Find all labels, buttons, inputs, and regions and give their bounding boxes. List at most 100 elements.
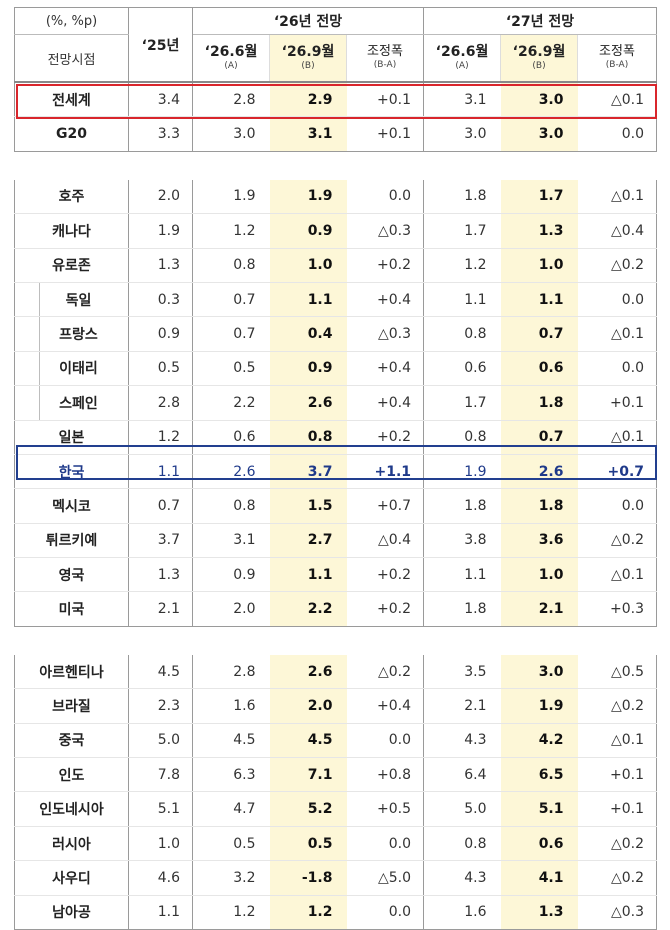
country-name: 일본 xyxy=(14,420,129,455)
value-2026-june: 0.7 xyxy=(192,316,270,352)
value-2027-june: 1.6 xyxy=(423,895,501,930)
value-2025: 3.4 xyxy=(128,82,193,118)
adjustment-2027: △0.1 xyxy=(577,557,657,593)
country-name-text: 이태리 xyxy=(59,361,98,378)
adjustment-2027: △0.2 xyxy=(577,523,657,559)
value-2026-september: 2.6 xyxy=(269,385,347,421)
value-2027-june: 4.3 xyxy=(423,860,501,896)
value-2027-september: 2.6 xyxy=(500,454,578,490)
value-2026-june: 0.8 xyxy=(192,248,270,283)
value-2026-june: 0.8 xyxy=(192,488,270,524)
value-2026-june: 0.7 xyxy=(192,282,270,318)
value-2026-september: 7.1 xyxy=(269,757,347,793)
value-2025: 1.0 xyxy=(128,826,193,862)
table-row: 러시아 1.0 0.5 0.5 0.0 0.8 0.6 △0.2 xyxy=(14,826,657,862)
country-name: 멕시코 xyxy=(14,488,129,524)
value-2025: 0.7 xyxy=(128,488,193,524)
country-name: 스페인 xyxy=(14,385,129,421)
value-2025: 2.8 xyxy=(128,385,193,421)
value-2026-september: 0.4 xyxy=(269,316,347,352)
value-2025: 2.0 xyxy=(128,179,193,215)
value-2026-june: 2.2 xyxy=(192,385,270,421)
value-2026-june: 4.5 xyxy=(192,723,270,759)
country-name: 튀르키예 xyxy=(14,523,129,559)
table-row: 사우디 4.6 3.2 -1.8 △5.0 4.3 4.1 △0.2 xyxy=(14,860,657,896)
forecast-2027-header: ‘27년 전망 xyxy=(423,7,657,35)
value-2027-september: 1.8 xyxy=(500,385,578,421)
table-row: 호주 2.0 1.9 1.9 0.0 1.8 1.7 △0.1 xyxy=(14,179,657,215)
country-name: 인도네시아 xyxy=(14,791,129,827)
adjustment-2027: △0.2 xyxy=(577,860,657,896)
value-2027-september: 1.0 xyxy=(500,248,578,283)
value-2025: 5.0 xyxy=(128,723,193,759)
value-2027-september: 1.3 xyxy=(500,895,578,930)
value-2026-september: 0.8 xyxy=(269,420,347,455)
value-2026-september: 1.1 xyxy=(269,282,347,318)
country-name: 남아공 xyxy=(14,895,129,930)
country-name: 전세계 xyxy=(14,82,129,118)
table-row: 중국 5.0 4.5 4.5 0.0 4.3 4.2 △0.1 xyxy=(14,723,657,759)
adjustment-2026: △0.3 xyxy=(346,316,424,352)
country-name: 아르헨티나 xyxy=(14,654,129,690)
value-2026-september: 2.0 xyxy=(269,688,347,724)
subheader-2027-adjustment: 조정폭 (B-A) xyxy=(577,34,657,83)
value-2025: 1.3 xyxy=(128,248,193,283)
adjustment-2027: △0.4 xyxy=(577,213,657,249)
adjustment-2027: △0.2 xyxy=(577,688,657,724)
adjustment-2026: +0.1 xyxy=(346,82,424,118)
adjustment-2026: 0.0 xyxy=(346,895,424,930)
table-row: 멕시코 0.7 0.8 1.5 +0.7 1.8 1.8 0.0 xyxy=(14,488,657,524)
value-2027-september: 1.3 xyxy=(500,213,578,249)
country-name: 독일 xyxy=(14,282,129,318)
adjustment-2027: 0.0 xyxy=(577,488,657,524)
table-row: 아르헨티나 4.5 2.8 2.6 △0.2 3.5 3.0 △0.5 xyxy=(14,654,657,690)
value-2026-september: 1.1 xyxy=(269,557,347,593)
value-2027-june: 1.7 xyxy=(423,213,501,249)
group-spacer xyxy=(15,151,657,180)
table-row: G20 3.3 3.0 3.1 +0.1 3.0 3.0 0.0 xyxy=(14,116,657,152)
subheader-2027-september: ‘26.9월 (B) xyxy=(500,34,578,83)
country-name: 프랑스 xyxy=(14,316,129,352)
value-2027-september: 1.0 xyxy=(500,557,578,593)
value-2025: 7.8 xyxy=(128,757,193,793)
value-2025: 1.3 xyxy=(128,557,193,593)
value-2026-september: -1.8 xyxy=(269,860,347,896)
value-2027-june: 3.5 xyxy=(423,654,501,690)
value-2026-september: 1.5 xyxy=(269,488,347,524)
value-2026-september: 1.9 xyxy=(269,179,347,215)
table-row: 유로존 1.3 0.8 1.0 +0.2 1.2 1.0 △0.2 xyxy=(14,248,657,283)
table-row: 프랑스 0.9 0.7 0.4 △0.3 0.8 0.7 △0.1 xyxy=(14,316,657,352)
value-2025: 0.9 xyxy=(128,316,193,352)
value-2026-june: 2.0 xyxy=(192,591,270,627)
subheader-2027-june: ‘26.6월 (A) xyxy=(423,34,501,83)
value-2027-june: 1.2 xyxy=(423,248,501,283)
value-2027-september: 1.9 xyxy=(500,688,578,724)
adjustment-2027: 0.0 xyxy=(577,351,657,387)
country-name: 호주 xyxy=(14,179,129,215)
value-2026-september: 3.7 xyxy=(269,454,347,490)
value-2026-september: 4.5 xyxy=(269,723,347,759)
adjustment-2026: +0.4 xyxy=(346,282,424,318)
value-2026-june: 1.9 xyxy=(192,179,270,215)
value-2027-june: 5.0 xyxy=(423,791,501,827)
value-2027-june: 3.8 xyxy=(423,523,501,559)
value-2026-june: 1.6 xyxy=(192,688,270,724)
table-row: 남아공 1.1 1.2 1.2 0.0 1.6 1.3 △0.3 xyxy=(14,895,657,930)
value-2026-september: 2.6 xyxy=(269,654,347,690)
value-2027-september: 0.7 xyxy=(500,316,578,352)
table-row: 전세계 3.4 2.8 2.9 +0.1 3.1 3.0 △0.1 xyxy=(14,82,657,118)
value-2026-june: 0.6 xyxy=(192,420,270,455)
value-2027-june: 1.8 xyxy=(423,179,501,215)
value-2027-september: 3.6 xyxy=(500,523,578,559)
country-name: 브라질 xyxy=(14,688,129,724)
adjustment-2027: △0.1 xyxy=(577,723,657,759)
country-name: 러시아 xyxy=(14,826,129,862)
value-2025: 0.5 xyxy=(128,351,193,387)
value-2026-june: 0.5 xyxy=(192,826,270,862)
viewpoint-label: 전망시점 xyxy=(14,34,129,83)
value-2026-june: 1.2 xyxy=(192,895,270,930)
value-2027-june: 6.4 xyxy=(423,757,501,793)
adjustment-2026: △0.3 xyxy=(346,213,424,249)
adjustment-2027: △0.1 xyxy=(577,316,657,352)
value-2026-june: 3.0 xyxy=(192,116,270,152)
